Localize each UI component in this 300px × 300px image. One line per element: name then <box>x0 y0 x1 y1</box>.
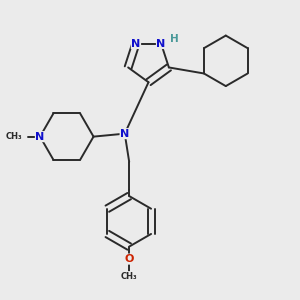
Text: N: N <box>131 38 141 49</box>
Text: H: H <box>170 34 179 44</box>
Text: CH₃: CH₃ <box>6 132 22 141</box>
Text: N: N <box>35 132 45 142</box>
Text: N: N <box>120 129 129 139</box>
Text: O: O <box>124 254 134 264</box>
Text: N: N <box>157 38 166 49</box>
Text: CH₃: CH₃ <box>121 272 137 280</box>
